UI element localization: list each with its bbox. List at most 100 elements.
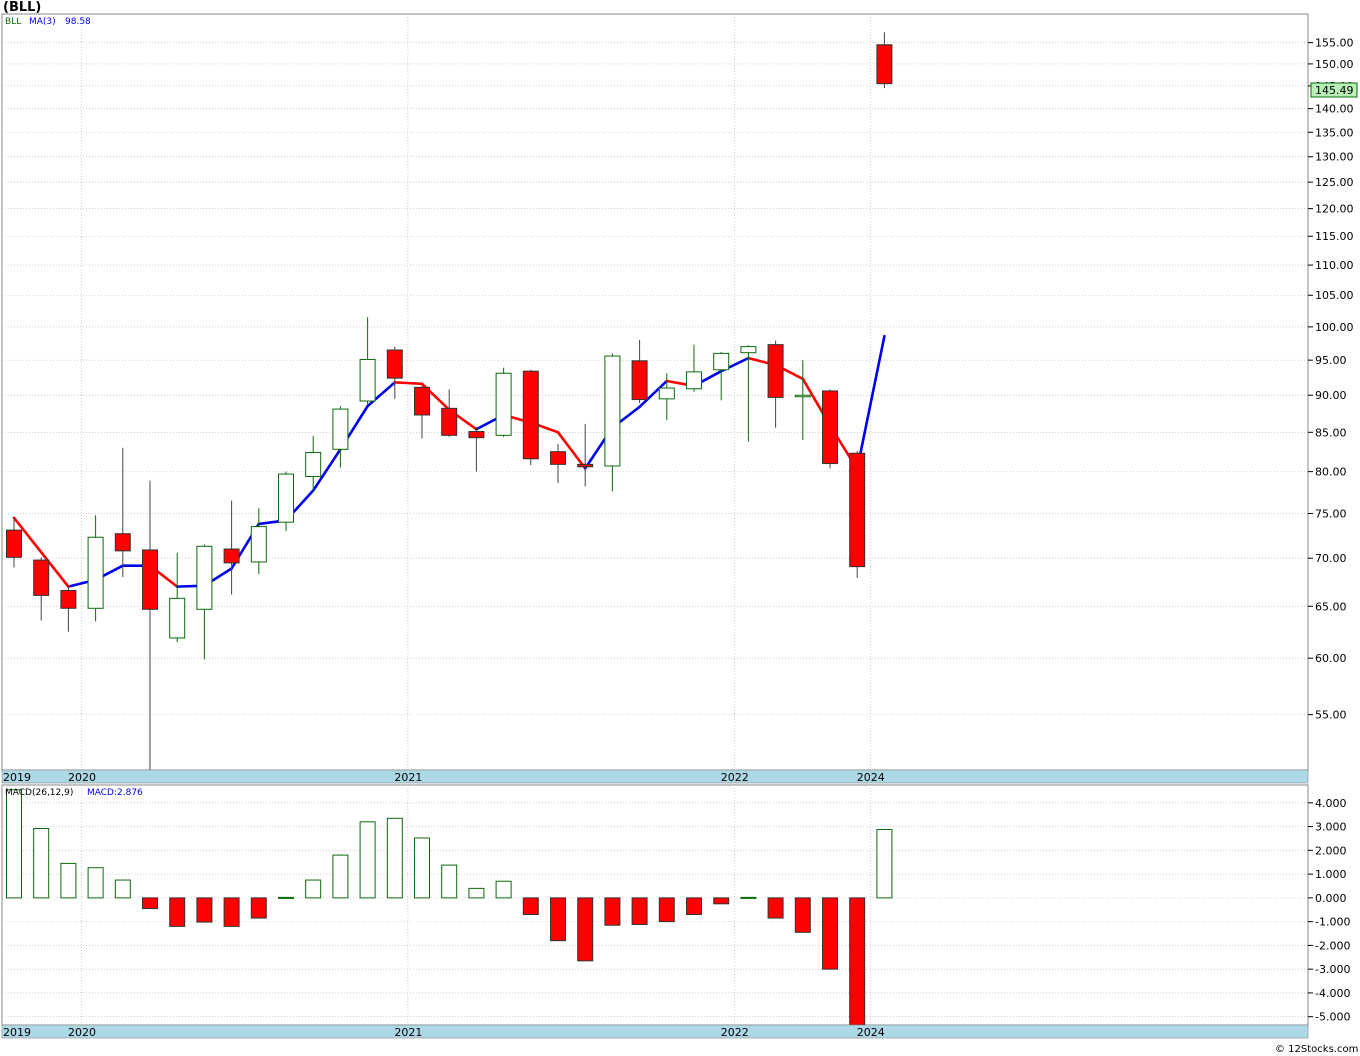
macd-y-tick-label: 0.000 bbox=[1315, 892, 1347, 905]
candle-body bbox=[849, 452, 866, 568]
price-panel: 55.00 60.00 65.00 70.00 75.00 80.00 85.00 90.00… bbox=[1, 13, 1358, 784]
candle-body bbox=[332, 408, 349, 450]
macd-bar bbox=[713, 897, 730, 905]
macd-x-tick-label: 2020 bbox=[68, 1026, 96, 1039]
macd-bar bbox=[631, 897, 648, 925]
candle-body bbox=[686, 371, 702, 390]
candle-body bbox=[87, 536, 104, 609]
candle bbox=[441, 389, 458, 437]
price-y-tick-label: 65.00 bbox=[1315, 600, 1347, 613]
credit-text: © 12Stocks.com bbox=[1275, 1044, 1358, 1055]
macd-bar bbox=[658, 897, 675, 923]
macd-bar bbox=[822, 897, 838, 970]
candle bbox=[658, 373, 675, 421]
candle-body bbox=[522, 370, 539, 460]
price-y-tick-label: 90.00 bbox=[1315, 389, 1347, 402]
price-y-tick-label: 95.00 bbox=[1315, 354, 1347, 367]
ma3-segment bbox=[638, 379, 669, 409]
price-y-tick-label: 60.00 bbox=[1315, 652, 1347, 665]
legend-ma-value: 98.58 bbox=[65, 17, 91, 27]
candle-body bbox=[876, 44, 893, 85]
macd-y-tick-label: 4.000 bbox=[1315, 797, 1347, 810]
price-legend: BLL MA(3) 98.58 bbox=[5, 17, 91, 27]
last-price-tag-box bbox=[1310, 82, 1358, 98]
price-y-tick-label: 140.00 bbox=[1315, 103, 1354, 116]
candle-body bbox=[278, 473, 294, 523]
macd-bar bbox=[6, 789, 22, 899]
macd-bar bbox=[332, 854, 349, 899]
candle-body bbox=[114, 533, 131, 552]
candle-body bbox=[495, 372, 512, 436]
price-y-tick-label: 155.00 bbox=[1315, 37, 1354, 50]
candle bbox=[359, 317, 376, 406]
candle-body bbox=[740, 346, 757, 354]
candle bbox=[414, 385, 430, 439]
candle-body bbox=[822, 390, 838, 465]
candle bbox=[740, 345, 757, 442]
macd-bar bbox=[305, 879, 322, 899]
candle bbox=[495, 367, 512, 437]
macd-x-tick-label: 2019 bbox=[3, 1026, 31, 1039]
price-x-tick-label: 2019 bbox=[3, 771, 31, 784]
price-y-tick-label: 135.00 bbox=[1315, 126, 1354, 139]
candle-body bbox=[359, 358, 376, 402]
candle-body bbox=[386, 349, 403, 379]
price-y-tick-label: 110.00 bbox=[1315, 259, 1354, 272]
candle-body bbox=[33, 559, 50, 596]
candle-body bbox=[713, 352, 730, 371]
macd-y-tick-label: -1.000 bbox=[1315, 916, 1350, 929]
price-x-tick-label: 2021 bbox=[394, 771, 422, 784]
candle bbox=[577, 423, 594, 487]
macd-bar bbox=[577, 897, 594, 962]
candle-body bbox=[631, 360, 648, 401]
candle-body bbox=[60, 590, 77, 609]
chart-title: (BLL) bbox=[3, 0, 41, 15]
price-y-tick-label: 55.00 bbox=[1315, 709, 1347, 722]
candle-body bbox=[658, 387, 675, 400]
candle-body bbox=[414, 386, 430, 416]
macd-bar bbox=[33, 827, 50, 899]
candle-body bbox=[305, 451, 322, 478]
macd-x-axis: 2019 2020 2021 2022 2024 bbox=[1, 1024, 1309, 1039]
candle-body bbox=[577, 463, 594, 468]
candles bbox=[6, 32, 893, 770]
price-y-tick-label: 75.00 bbox=[1315, 507, 1347, 520]
price-y-tick-label: 115.00 bbox=[1315, 230, 1354, 243]
ma3-segment bbox=[12, 516, 70, 588]
macd-x-tick-label: 2022 bbox=[721, 1026, 749, 1039]
price-y-tick-label: 105.00 bbox=[1315, 289, 1354, 302]
ma3-segment bbox=[311, 448, 342, 492]
price-y-tick-label: 70.00 bbox=[1315, 552, 1347, 565]
price-y-tick-label: 100.00 bbox=[1315, 321, 1354, 334]
macd-x-axis-strip bbox=[1, 1024, 1309, 1039]
macd-panel: -5.000 -4.000 -3.000 -2.000 -1.000 0.000 1.000… bbox=[1, 784, 1350, 1039]
candle bbox=[142, 480, 158, 770]
candle bbox=[60, 586, 77, 632]
candle-body bbox=[794, 394, 811, 398]
candle bbox=[169, 552, 186, 643]
candle bbox=[6, 517, 22, 568]
macd-bar bbox=[60, 862, 77, 899]
macd-bar bbox=[495, 880, 512, 899]
candle-body bbox=[169, 597, 186, 639]
macd-bar bbox=[849, 897, 866, 1026]
candle-body bbox=[250, 526, 267, 563]
macd-bars bbox=[6, 789, 893, 1026]
macd-bar bbox=[441, 864, 458, 899]
macd-bar bbox=[686, 897, 702, 916]
candle-body bbox=[6, 529, 22, 558]
macd-bar bbox=[876, 829, 893, 899]
macd-y-tick-label: 1.000 bbox=[1315, 868, 1347, 881]
candle bbox=[604, 353, 621, 492]
candle-body bbox=[142, 549, 158, 610]
legend-ticker: BLL bbox=[5, 17, 21, 27]
macd-legend: MACD(26,12,9) MACD:2.876 bbox=[5, 788, 143, 798]
candle bbox=[468, 426, 485, 472]
macd-bar bbox=[196, 897, 213, 923]
ma3-segment bbox=[366, 381, 397, 408]
macd-bar bbox=[767, 897, 784, 919]
legend-ma-label: MA(3) bbox=[29, 17, 56, 27]
candle-body bbox=[196, 545, 213, 610]
macd-y-tick-label: -2.000 bbox=[1315, 939, 1350, 952]
